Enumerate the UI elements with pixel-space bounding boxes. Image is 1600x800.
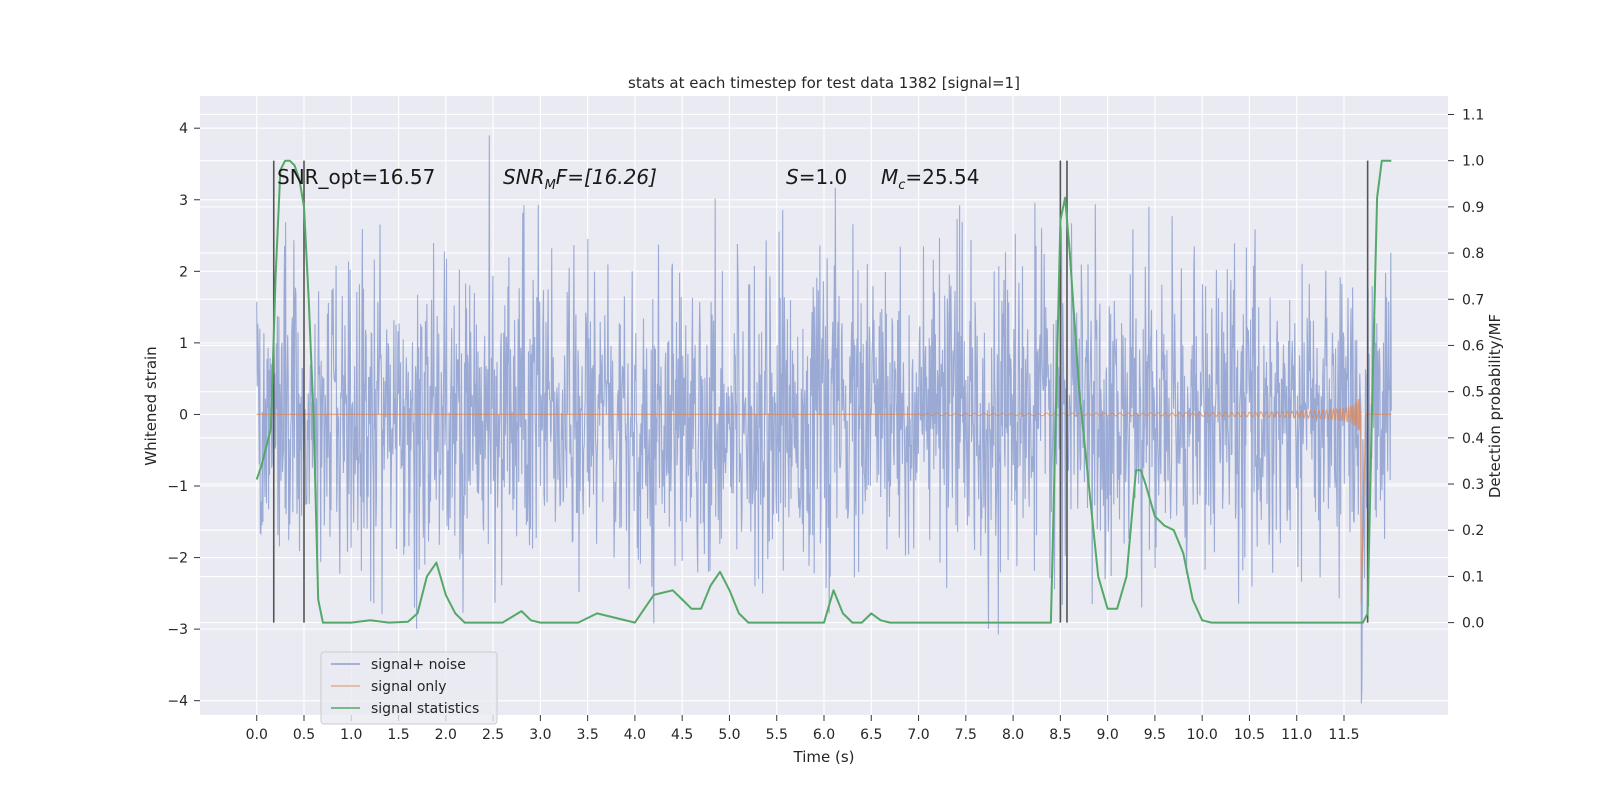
- y-tick-label: 0: [179, 407, 188, 423]
- y2-tick-label: 0.1: [1462, 569, 1484, 585]
- x-tick-label: 5.0: [718, 727, 740, 743]
- annotation-snr-mf-rest: F=[16.26]: [556, 165, 657, 189]
- x-tick-label: 11.0: [1281, 727, 1312, 743]
- x-tick-label: 6.0: [813, 727, 835, 743]
- signal-only-line: [256, 398, 1392, 604]
- annotation-mc-label: M: [881, 165, 898, 189]
- y2-tick-label: 0.3: [1462, 477, 1484, 493]
- vertical-markers: [272, 160, 1369, 623]
- legend-label-signal-plus-noise: signal+ noise: [371, 657, 466, 673]
- x-tick-label: 10.0: [1187, 727, 1218, 743]
- annotation-s-rest: =1.0: [799, 165, 848, 189]
- x-tick-label: 2.0: [435, 727, 457, 743]
- x-tick-label: 0.0: [246, 727, 268, 743]
- series-signal-only: [256, 398, 1392, 604]
- legend-box: [320, 651, 498, 725]
- annotation-snr-mf: SNRMF=[16.26]: [503, 165, 657, 193]
- signal-statistics-line: [255, 159, 1392, 624]
- x-tick-label: 6.5: [860, 727, 882, 743]
- y2-tick-label: 1.1: [1462, 107, 1484, 123]
- x-tick-label: 0.5: [293, 727, 315, 743]
- y2-tick-label: 0.0: [1462, 616, 1484, 632]
- legend-label-signal-statistics: signal statistics: [371, 701, 479, 717]
- y2-tick-label: 0.5: [1462, 385, 1484, 401]
- y-tick-label: −3: [167, 622, 188, 638]
- y-tick-label: 2: [179, 264, 188, 280]
- x-tick-label: 11.5: [1328, 727, 1359, 743]
- y2-tick-label: 0.4: [1462, 431, 1484, 447]
- series-signal-plus-noise: [256, 135, 1392, 704]
- x-tick-label: 4.5: [671, 727, 693, 743]
- legend: signal+ noise signal only signal statist…: [320, 651, 498, 725]
- x-tick-label: 9.0: [1097, 727, 1119, 743]
- annotation-snr-mf-sub: M: [545, 178, 556, 193]
- annotation-snr-mf-label: SNR: [503, 165, 545, 189]
- y2-tick-label: 0.2: [1462, 523, 1484, 539]
- y-tick-label: 1: [179, 336, 188, 352]
- y2-tick-label: 0.6: [1462, 338, 1484, 354]
- annotation-mc: Mc=25.54: [881, 165, 979, 193]
- annotation-snr-opt: SNR_opt=16.57: [277, 165, 435, 189]
- y-tick-label: −4: [167, 694, 188, 710]
- y2-tick-labels: 1.1 1.0 0.9 0.8 0.7 0.6 0.5 0.4 0.3 0.2 0.1 0.0: [1462, 107, 1484, 631]
- x-tick-label: 1.0: [340, 727, 362, 743]
- x-tick-labels: 0.0 0.5 1.0 1.5 2.0 2.5 3.0 3.5 4.0 4.5 5.0 5.5 6.0 6…: [246, 727, 1360, 743]
- x-tick-label: 7.0: [907, 727, 929, 743]
- chart-title: stats at each timestep for test data 138…: [628, 74, 1020, 92]
- x-tick-label: 1.5: [387, 727, 409, 743]
- x-tick-label: 8.5: [1049, 727, 1071, 743]
- x-axis-label: Time (s): [793, 748, 855, 766]
- legend-label-signal-only: signal only: [371, 679, 446, 695]
- x-tick-label: 2.5: [482, 727, 504, 743]
- y2-tick-label: 0.7: [1462, 292, 1484, 308]
- y-tick-label: −1: [167, 479, 188, 495]
- y-tick-labels: 4 3 2 1 0 −1 −2 −3 −4: [167, 121, 188, 709]
- y-tick-label: 3: [179, 193, 188, 209]
- annotation-mc-rest: =25.54: [905, 165, 979, 189]
- x-tick-label: 7.5: [955, 727, 977, 743]
- series-signal-statistics: [255, 159, 1392, 624]
- y-axis-label: Whitened strain: [142, 346, 160, 465]
- annotations: SNR_opt=16.57 SNRMF=[16.26] S=1.0 Mc=25.…: [277, 165, 979, 193]
- x-tick-label: 9.5: [1144, 727, 1166, 743]
- y-tick-label: −2: [167, 551, 188, 567]
- annotation-s: S=1.0: [786, 165, 847, 189]
- x-tick-label: 3.0: [529, 727, 551, 743]
- x-tick-label: 5.5: [766, 727, 788, 743]
- x-tick-label: 8.0: [1002, 727, 1024, 743]
- x-tick-label: 10.5: [1234, 727, 1265, 743]
- y-tick-label: 4: [179, 121, 188, 137]
- x-tick-label: 3.5: [577, 727, 599, 743]
- annotation-mc-sub: c: [898, 178, 905, 193]
- y2-tick-label: 1.0: [1462, 154, 1484, 170]
- y2-axis-label: Detection probability/MF: [1486, 314, 1504, 498]
- x-tick-label: 4.0: [624, 727, 646, 743]
- y2-tick-label: 0.9: [1462, 200, 1484, 216]
- y2-tick-label: 0.8: [1462, 246, 1484, 262]
- annotation-s-label: S: [786, 165, 799, 189]
- signal-plus-noise-line: [256, 135, 1392, 704]
